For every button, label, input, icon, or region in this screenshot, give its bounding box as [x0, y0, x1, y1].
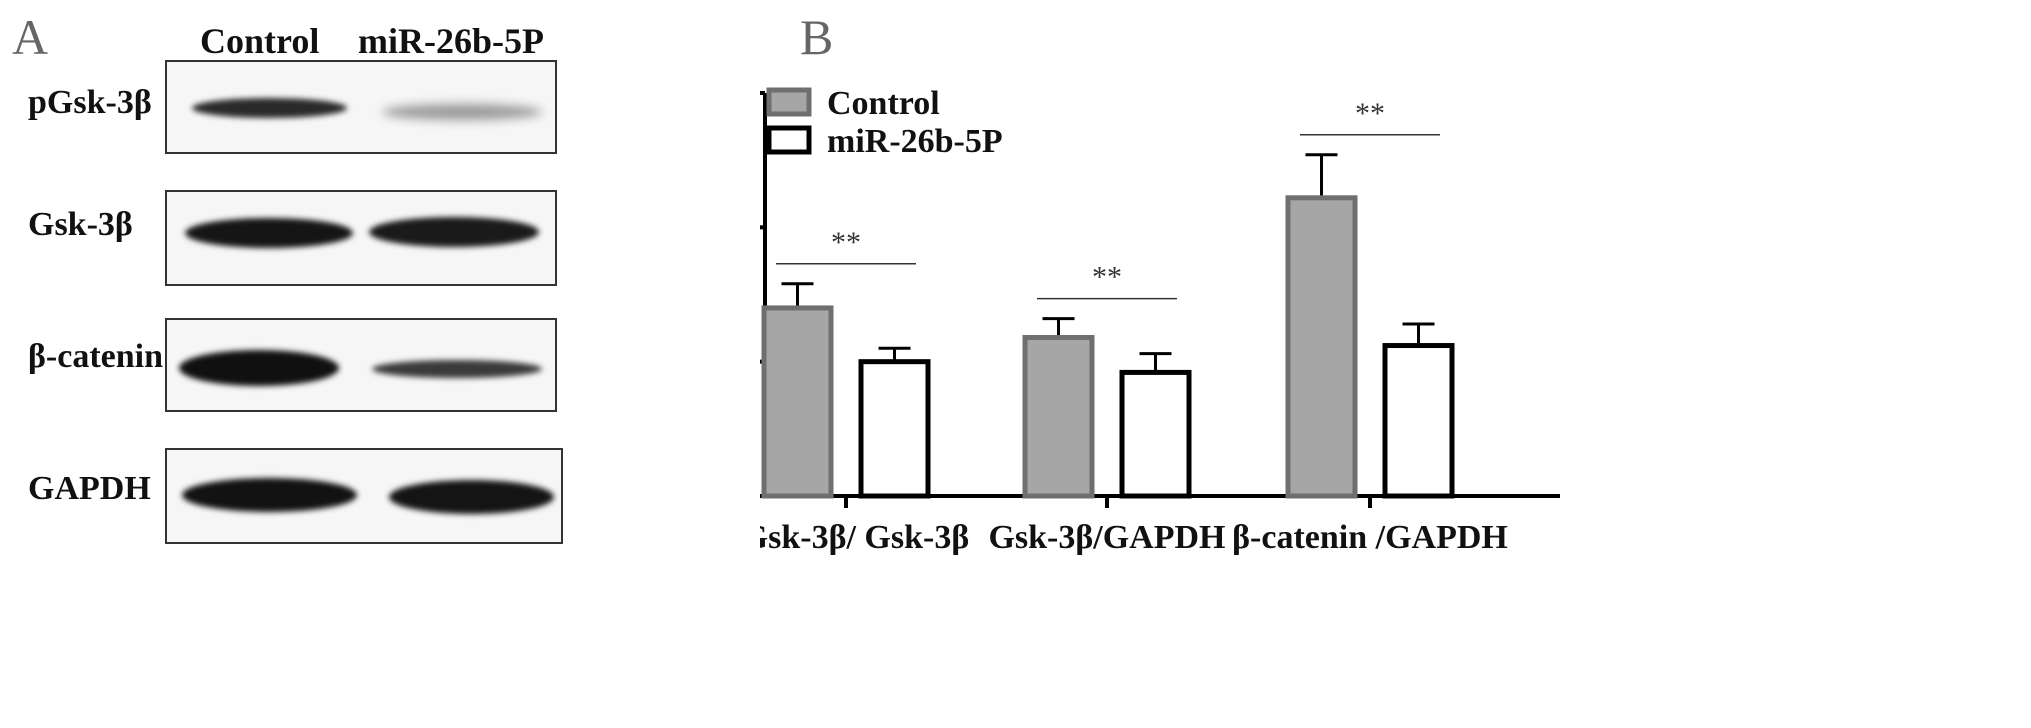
bar-control-1 — [1022, 334, 1095, 499]
blot-catenin-image — [165, 318, 557, 412]
legend-swatch-0 — [766, 87, 812, 117]
legend-label-1: miR-26b-5P — [827, 123, 1003, 160]
legend-label-0: Control — [827, 85, 940, 122]
panel-a-letter: A — [12, 9, 49, 65]
bar-chart: 0.00.51.01.5Relative expressionpGsk-3β/ … — [760, 85, 1560, 556]
blot-row-catenin: β-catenin — [28, 338, 164, 375]
x-tick-label: pGsk-3β/ Gsk-3β — [760, 519, 969, 556]
panel-b-letter: B — [800, 9, 834, 65]
x-tick-label: Gsk-3β/GAPDH — [988, 519, 1225, 556]
legend-swatch-1 — [766, 125, 812, 155]
blot-gapdh-image — [165, 448, 563, 544]
bar-mir-0 — [858, 359, 931, 499]
blot-row-gsk: Gsk-3β — [28, 206, 133, 243]
blot-row-gapdh: GAPDH — [28, 470, 151, 507]
bar-mir-2 — [1382, 343, 1455, 499]
significance-stars: ** — [831, 226, 861, 259]
blot-pgsk-image — [165, 60, 557, 154]
blot-column-mir: miR-26b-5P — [358, 21, 544, 61]
significance-stars: ** — [1092, 261, 1122, 294]
blot-gsk-image — [165, 190, 557, 286]
bar-control-2 — [1285, 195, 1358, 499]
blot-row-pgsk: pGsk-3β — [28, 84, 152, 121]
bar-control-0 — [761, 305, 834, 499]
significance-stars: ** — [1355, 97, 1385, 130]
blot-column-control: Control — [200, 21, 320, 61]
bar-mir-1 — [1119, 369, 1192, 499]
x-tick-label: β-catenin /GAPDH — [1232, 519, 1508, 556]
